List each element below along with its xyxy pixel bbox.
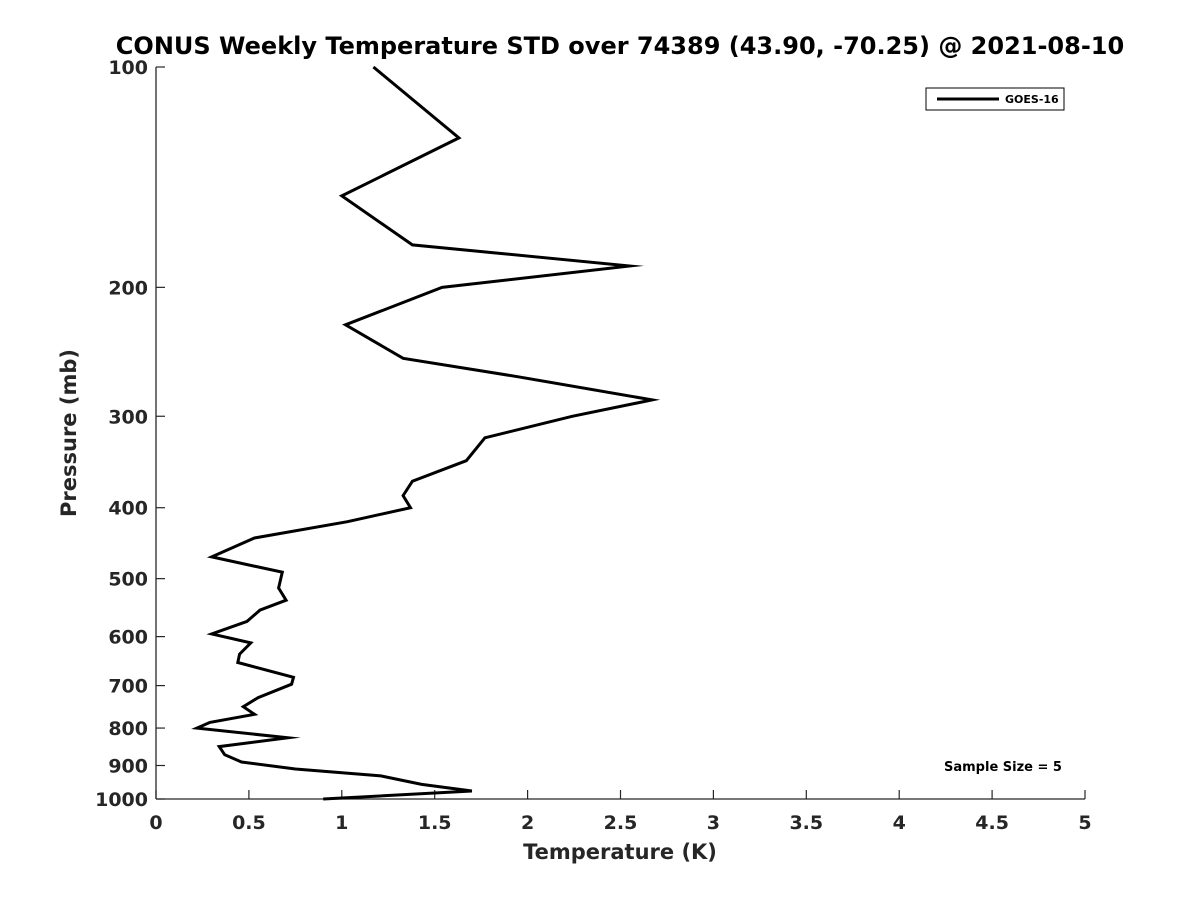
y-axis-ticks: 100 200 300 400 500 600 700 800 900 1000	[95, 57, 165, 811]
x-tick-label: 4	[893, 812, 906, 834]
plot-area	[191, 65, 661, 801]
y-tick-label: 600	[108, 627, 148, 649]
y-tick-label: 700	[108, 676, 148, 698]
x-tick-label: 4.5	[975, 812, 1009, 834]
x-tick-label: 1.5	[418, 812, 452, 834]
legend-label: GOES-16	[1005, 93, 1059, 106]
legend: GOES-16	[925, 87, 1065, 111]
y-tick-label: 400	[108, 498, 148, 520]
x-tick-label: 3	[707, 812, 720, 834]
y-tick-label: 200	[108, 277, 148, 299]
y-axis-label: Pressure (mb)	[57, 349, 81, 517]
y-tick-label: 800	[108, 718, 148, 740]
y-tick-label: 900	[108, 756, 148, 778]
x-axis-ticks: 0 0.5 1 1.5 2 2.5 3 3.5 4 4.5 5	[149, 790, 1092, 834]
x-tick-label: 3.5	[789, 812, 823, 834]
y-tick-label: 300	[108, 406, 148, 428]
x-tick-label: 2.5	[604, 812, 638, 834]
sample-size-annotation: Sample Size = 5	[944, 760, 1062, 775]
x-tick-label: 5	[1078, 812, 1091, 834]
series-line-goes16	[191, 65, 661, 801]
x-tick-label: 0.5	[232, 812, 266, 834]
x-axis-label: Temperature (K)	[523, 840, 717, 864]
x-tick-label: 1	[335, 812, 348, 834]
y-tick-label: 500	[108, 569, 148, 591]
y-tick-label: 1000	[95, 789, 148, 811]
chart-title: CONUS Weekly Temperature STD over 74389 …	[116, 32, 1124, 60]
x-tick-label: 0	[149, 812, 162, 834]
y-tick-label: 100	[108, 57, 148, 79]
x-tick-label: 2	[521, 812, 534, 834]
axes	[155, 67, 1085, 800]
